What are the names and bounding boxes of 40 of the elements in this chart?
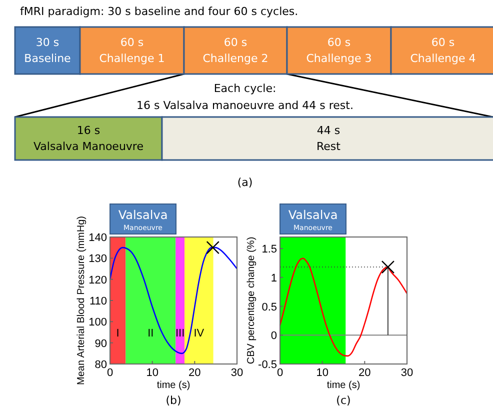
line-series bbox=[279, 258, 408, 357]
y-tick-label: 1.5 bbox=[262, 244, 277, 256]
text: (b) bbox=[166, 394, 182, 407]
x-axis-title: time (s) bbox=[156, 380, 190, 391]
x-tick-label: 30 bbox=[230, 367, 244, 379]
x-tick-label: 10 bbox=[316, 367, 328, 379]
x-tick-label: 20 bbox=[358, 367, 371, 379]
y-tick-label: -0.5 bbox=[258, 359, 277, 371]
x-axis-title: time (s) bbox=[326, 380, 360, 391]
text: (a) bbox=[237, 176, 253, 189]
y-tick-label: 140 bbox=[88, 232, 107, 244]
x-tick-label: 30 bbox=[400, 367, 414, 379]
category-label: 60 s Challenge 2 bbox=[202, 36, 268, 65]
y-tick-label: 130 bbox=[88, 253, 107, 266]
category-label: 30 s Baseline bbox=[24, 36, 72, 65]
band-label: III bbox=[175, 327, 185, 340]
category-label: 16 s Valsalva Manoeuvre bbox=[34, 124, 144, 153]
y-axis-title: CBV percentage change (%) bbox=[246, 236, 257, 364]
category-label: 44 s Rest bbox=[316, 124, 342, 153]
y-tick-label: 110 bbox=[89, 296, 107, 308]
band-label: IV bbox=[194, 327, 205, 340]
y-tick-label: 0 bbox=[270, 330, 277, 342]
category-label: 60 s Challenge 3 bbox=[306, 36, 372, 65]
y-tick-label: 0.5 bbox=[262, 301, 277, 314]
y-axis-title: Mean Arterial Blood Pressure (mmHg) bbox=[76, 216, 87, 385]
text: fMRI paradigm: 30 s baseline and four 60 s cycles. bbox=[20, 5, 298, 18]
y-tick-label: 90 bbox=[94, 338, 107, 350]
y-tick-label: 1 bbox=[270, 272, 277, 284]
band-label: I bbox=[116, 327, 120, 340]
x-tick-label: 20 bbox=[188, 367, 201, 379]
y-tick-label: 80 bbox=[94, 359, 107, 371]
line-series bbox=[109, 246, 238, 354]
y-tick-label: 120 bbox=[88, 274, 107, 286]
x-tick-label: 10 bbox=[146, 367, 158, 379]
band-label: II bbox=[148, 327, 154, 340]
category-label: 60 s Challenge 4 bbox=[410, 36, 476, 65]
y-tick-label: 100 bbox=[88, 316, 107, 329]
category-label: 60 s Challenge 1 bbox=[99, 36, 165, 65]
text: (c) bbox=[336, 394, 351, 407]
text: Each cycle: 16 s Valsalva manoeuvre and 44 s rest. bbox=[136, 82, 354, 112]
